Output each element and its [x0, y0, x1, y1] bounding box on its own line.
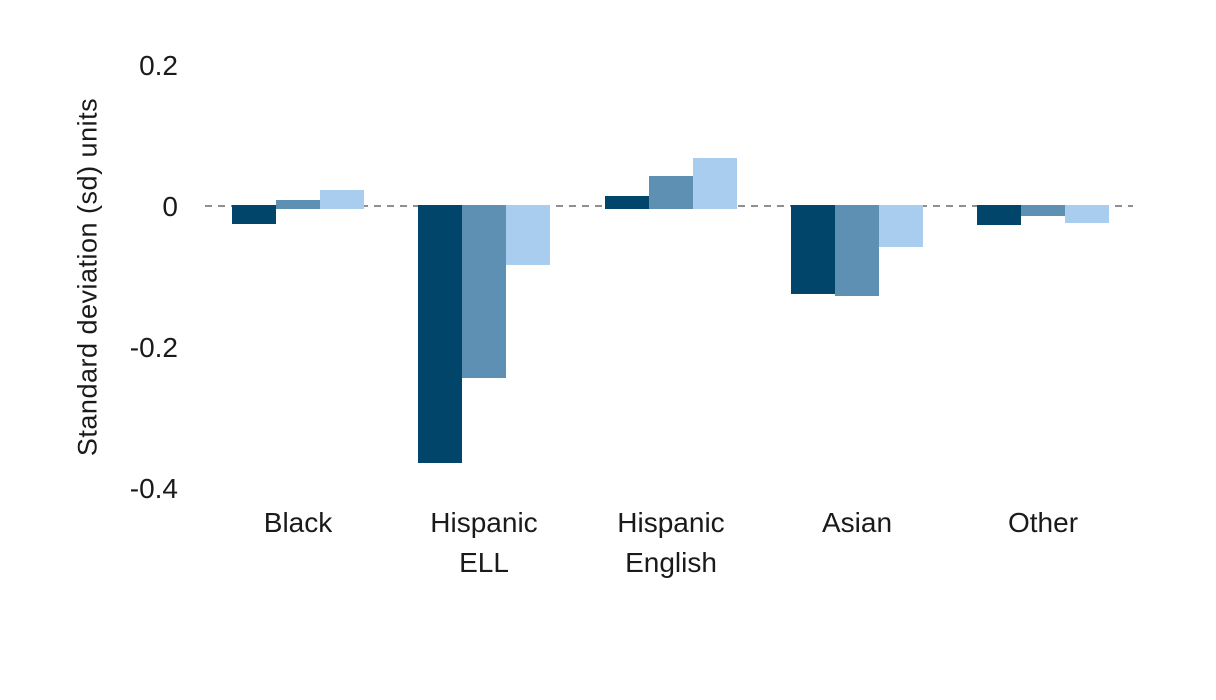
x-category-label: Hispanic English	[561, 503, 781, 583]
x-category-label-line: ELL	[459, 547, 509, 578]
bar	[1021, 205, 1065, 216]
bar	[693, 158, 737, 209]
bar	[835, 205, 879, 296]
y-tick-label: 0.2	[139, 50, 178, 81]
x-category-label: Asian	[747, 503, 967, 543]
x-category-label-line: Hispanic	[430, 507, 538, 538]
bar	[320, 190, 364, 209]
bar	[462, 205, 506, 378]
x-category-label-line: Other	[1007, 507, 1079, 538]
bar	[605, 196, 649, 209]
x-category-label: Black	[188, 503, 408, 543]
bar	[276, 200, 320, 209]
bar	[977, 205, 1021, 225]
bar	[879, 205, 923, 247]
x-category-label-line: Asian	[821, 507, 893, 538]
bar	[649, 176, 693, 209]
y-tick-label: -0.2	[129, 332, 178, 363]
bar	[791, 205, 835, 294]
y-axis-label: Standard deviation (sd) units	[72, 97, 103, 457]
bar	[232, 205, 276, 224]
y-tick-label: -0.4	[129, 473, 178, 504]
bar	[1065, 205, 1109, 223]
y-tick-label: 0	[162, 191, 178, 222]
x-category-label: Other	[933, 503, 1153, 543]
x-category-label: Hispanic ELL	[374, 503, 594, 583]
bar	[506, 205, 550, 265]
x-category-label-line: Hispanic	[617, 507, 725, 538]
x-category-label-line: English	[625, 547, 717, 578]
bar	[418, 205, 462, 463]
x-category-label-line: Black	[263, 507, 333, 538]
